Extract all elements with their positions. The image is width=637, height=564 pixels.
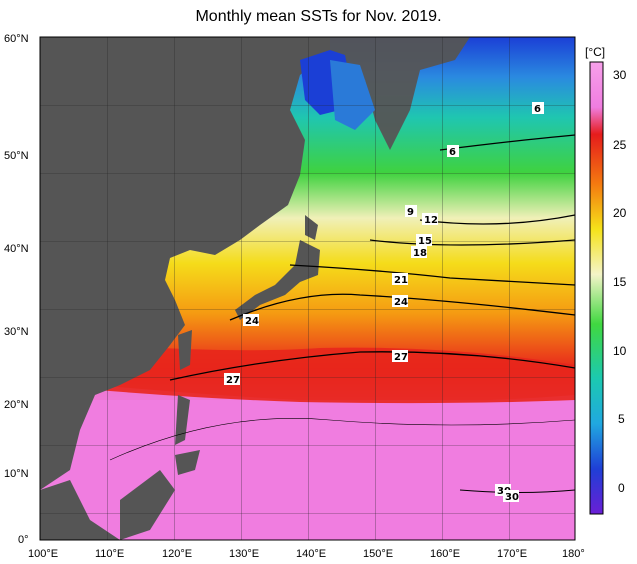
- lon-label: 160°E: [430, 548, 460, 560]
- lat-label: 50°N: [4, 150, 29, 162]
- contour-label: 21: [394, 275, 408, 286]
- colorbar-tick: 25: [613, 138, 627, 152]
- contour-label-group: 6 6 9 12 15 18 21 24 24 27 27 30 30: [224, 102, 544, 503]
- lon-label: 140°E: [296, 548, 326, 560]
- lon-label: 150°E: [363, 548, 393, 560]
- contour-label: 24: [245, 316, 259, 327]
- colorbar-tick: 0: [618, 481, 625, 495]
- lon-label: 130°E: [229, 548, 259, 560]
- colorbar-tick: 20: [613, 206, 627, 220]
- colorbar: [°C] 30 25 20 15 10 5 0: [585, 45, 627, 515]
- colorbar-tick: 10: [613, 344, 627, 358]
- lon-label: 100°E: [28, 548, 58, 560]
- contour-label: 18: [413, 248, 427, 259]
- contour-label: 15: [418, 236, 432, 247]
- map-title: Monthly mean SSTs for Nov. 2019.: [195, 8, 442, 25]
- lon-label: 170°E: [497, 548, 527, 560]
- contour-label: 6: [449, 147, 456, 158]
- lat-label: 0°: [18, 534, 29, 546]
- contour-label: 30: [505, 492, 519, 503]
- lat-label: 20°N: [4, 399, 29, 411]
- colorbar-tick: 5: [618, 412, 625, 426]
- lon-axis: 100°E 110°E 120°E 130°E 140°E 150°E 160°…: [28, 548, 585, 560]
- colorbar-scale: [589, 61, 604, 515]
- lat-label: 30°N: [4, 326, 29, 338]
- lat-label: 40°N: [4, 243, 29, 255]
- lat-axis: 60°N 50°N 40°N 30°N 20°N 10°N 0°: [4, 33, 29, 546]
- contour-label: 12: [424, 215, 438, 226]
- contour-lines: [109, 134, 576, 493]
- lat-label: 60°N: [4, 33, 29, 45]
- contour-label: 27: [394, 352, 408, 363]
- colorbar-unit: [°C]: [585, 45, 605, 59]
- lat-label: 10°N: [4, 468, 29, 480]
- contour-label: 27: [226, 375, 240, 386]
- contour-label: 9: [407, 207, 414, 218]
- contour-label: 6: [534, 104, 541, 115]
- lon-label: 120°E: [162, 548, 192, 560]
- colorbar-tick: 15: [613, 275, 627, 289]
- contour-label: 24: [394, 297, 408, 308]
- lon-label: 110°E: [95, 548, 124, 560]
- colorbar-tick: 30: [613, 68, 627, 82]
- lon-label: 180°: [562, 548, 585, 560]
